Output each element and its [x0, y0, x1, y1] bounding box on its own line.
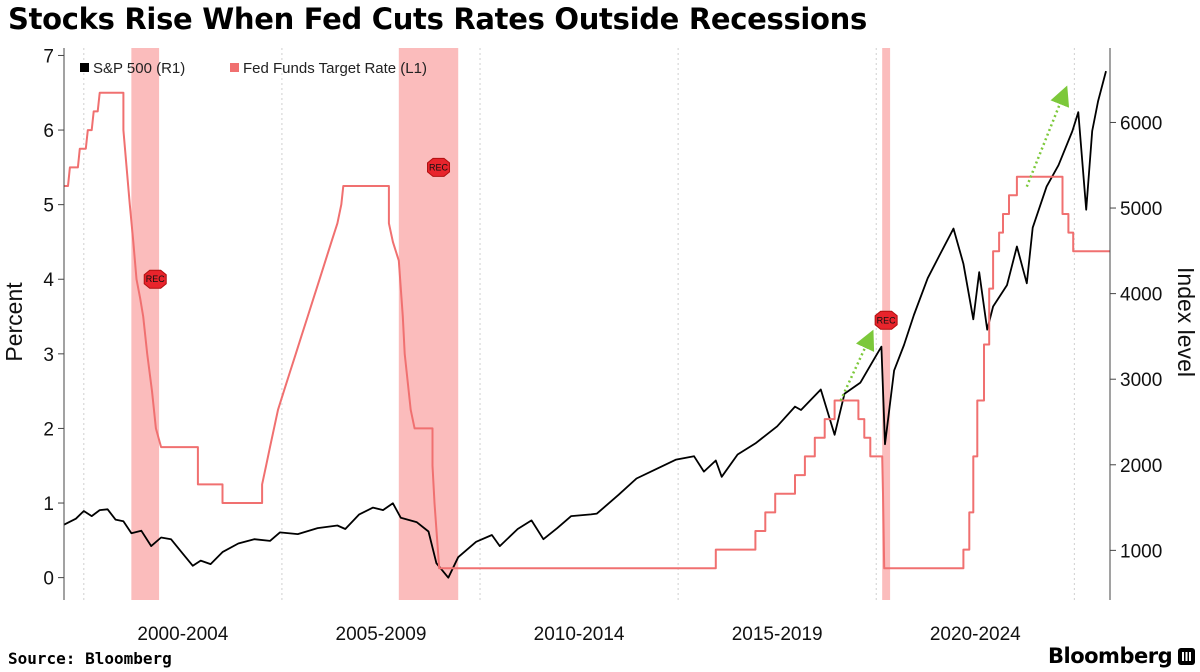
y-left-tick-label: 7 — [43, 46, 54, 67]
y-left-tick-label: 6 — [43, 121, 54, 142]
y-left-tick-label: 1 — [43, 494, 54, 515]
series-line-sp500 — [63, 70, 1107, 579]
brand-label: Bloomberg — [1048, 644, 1173, 668]
legend-swatch-fed-rate — [230, 63, 239, 72]
rec-marker — [143, 269, 167, 289]
rec-marker-label: REC — [146, 274, 166, 284]
trend-arrow — [839, 329, 875, 402]
y-left-tick-label: 3 — [43, 345, 54, 366]
grid-layer — [83, 48, 1075, 600]
y-right-axis-title: Index level — [1173, 267, 1199, 377]
trend-arrow — [1025, 85, 1070, 188]
rec-marker-label: REC — [877, 315, 897, 325]
y-right-tick-label: 1000 — [1120, 541, 1162, 562]
bloomberg-logo: Bloomberg — [1048, 644, 1196, 668]
recession-band — [398, 48, 459, 600]
x-category-label: 2010-2014 — [534, 624, 625, 645]
y-right-tick-label: 5000 — [1120, 199, 1162, 220]
legend-label-fed-rate: Fed Funds Target Rate (L1) — [243, 60, 427, 77]
rec-marker — [427, 157, 451, 177]
x-category-label: 2020-2024 — [930, 624, 1021, 645]
bloomberg-terminal-icon — [1178, 647, 1196, 665]
x-category-label: 2015-2019 — [732, 624, 823, 645]
rec-marker-label: REC — [429, 162, 449, 172]
recession-layer — [131, 48, 891, 600]
axes-layer: 0 1 2 3 4 5 6 7 1000 2000 3000 4000 5000 6000 2000-200… — [43, 46, 1162, 645]
y-left-tick-label: 4 — [43, 270, 54, 291]
x-category-label: 2005-2009 — [336, 624, 427, 645]
series-line-fed-rate — [64, 91, 1110, 570]
y-right-tick-label: 6000 — [1120, 113, 1162, 134]
chart-title: Stocks Rise When Fed Cuts Rates Outside … — [8, 2, 867, 36]
y-left-tick-label: 2 — [43, 419, 54, 440]
recession-band — [131, 48, 160, 600]
legend-label-sp500: S&P 500 (R1) — [93, 60, 185, 77]
y-right-tick-label: 3000 — [1120, 370, 1162, 391]
legend: S&P 500 (R1) Fed Funds Target Rate (L1) — [80, 60, 427, 77]
annotation-layer: REC REC REC — [143, 85, 1070, 402]
series-layer — [63, 70, 1110, 579]
x-category-label: 2000-2004 — [137, 624, 228, 645]
legend-swatch-sp500 — [80, 63, 89, 72]
rec-marker — [874, 310, 898, 330]
y-left-tick-label: 0 — [43, 569, 54, 590]
y-right-tick-label: 2000 — [1120, 456, 1162, 477]
y-left-axis-title: Percent — [1, 282, 27, 362]
y-right-tick-label: 4000 — [1120, 285, 1162, 306]
source-note: Source: Bloomberg — [8, 649, 172, 668]
y-left-tick-label: 5 — [43, 196, 54, 217]
